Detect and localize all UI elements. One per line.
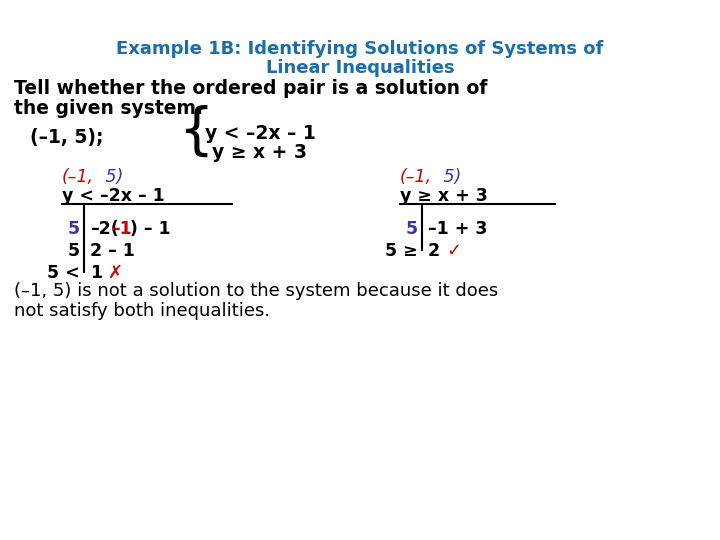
Text: ) – 1: ) – 1 xyxy=(130,220,171,238)
Text: 5): 5) xyxy=(100,168,123,186)
Text: {: { xyxy=(178,105,213,159)
Text: 5): 5) xyxy=(438,168,462,186)
Text: y ≥ x + 3: y ≥ x + 3 xyxy=(400,187,487,205)
Text: y ≥ x + 3: y ≥ x + 3 xyxy=(212,143,307,162)
Text: (–1,: (–1, xyxy=(62,168,94,186)
Text: 5: 5 xyxy=(68,220,80,238)
Text: –1 + 3: –1 + 3 xyxy=(428,220,487,238)
Text: y < –2x – 1: y < –2x – 1 xyxy=(62,187,165,205)
Text: 2: 2 xyxy=(428,242,440,260)
Text: 5 <: 5 < xyxy=(48,264,80,282)
Text: y < –2x – 1: y < –2x – 1 xyxy=(205,124,316,143)
Text: 1: 1 xyxy=(90,264,102,282)
Text: (–1, 5);: (–1, 5); xyxy=(30,128,104,147)
Text: (–1, 5) is not a solution to the system because it does: (–1, 5) is not a solution to the system … xyxy=(14,282,498,300)
Text: the given system.: the given system. xyxy=(14,99,203,118)
Text: Example 1B: Identifying Solutions of Systems of: Example 1B: Identifying Solutions of Sys… xyxy=(117,40,603,58)
Text: 5: 5 xyxy=(68,242,80,260)
Text: ✗: ✗ xyxy=(108,264,123,282)
Text: Linear Inequalities: Linear Inequalities xyxy=(266,59,454,77)
Text: –2(: –2( xyxy=(90,220,119,238)
Text: (–1,: (–1, xyxy=(400,168,432,186)
Text: –1: –1 xyxy=(111,220,132,238)
Text: 2 – 1: 2 – 1 xyxy=(90,242,135,260)
Text: Tell whether the ordered pair is a solution of: Tell whether the ordered pair is a solut… xyxy=(14,79,487,98)
Text: 5 ≥: 5 ≥ xyxy=(385,242,418,260)
Text: not satisfy both inequalities.: not satisfy both inequalities. xyxy=(14,302,270,320)
Text: 5: 5 xyxy=(406,220,418,238)
Text: ✓: ✓ xyxy=(446,242,461,260)
